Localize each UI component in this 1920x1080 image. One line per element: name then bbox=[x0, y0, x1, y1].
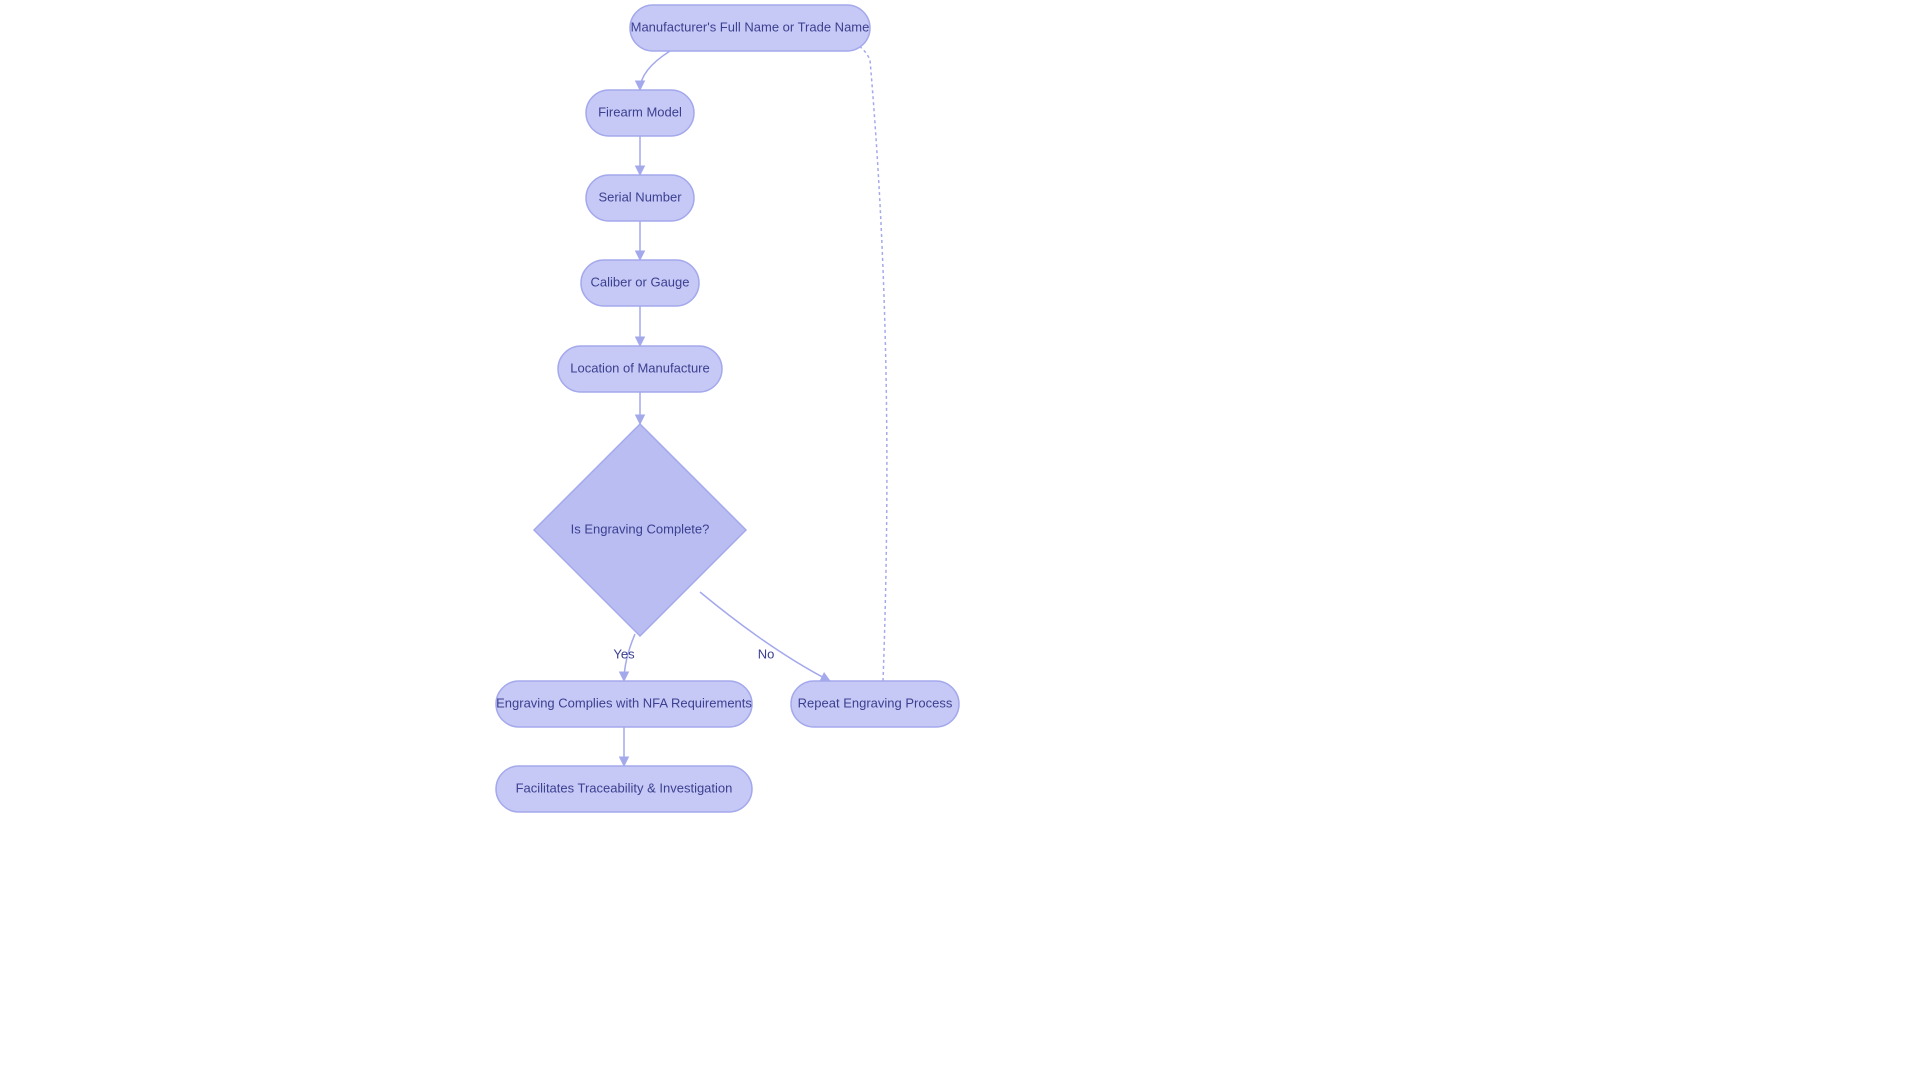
edge-label-no: No bbox=[758, 646, 775, 661]
edge-label-yes: Yes bbox=[613, 646, 635, 661]
edge-n7-n1 bbox=[850, 40, 887, 681]
node-label: Caliber or Gauge bbox=[591, 274, 690, 289]
node-repeat-engraving: Repeat Engraving Process bbox=[791, 681, 959, 727]
node-label: Location of Manufacture bbox=[570, 360, 709, 375]
node-serial-number: Serial Number bbox=[586, 175, 694, 221]
node-label: Serial Number bbox=[598, 189, 682, 204]
node-label: Facilitates Traceability & Investigation bbox=[516, 780, 733, 795]
node-traceability: Facilitates Traceability & Investigation bbox=[496, 766, 752, 812]
node-label: Firearm Model bbox=[598, 104, 682, 119]
node-caliber-gauge: Caliber or Gauge bbox=[581, 260, 699, 306]
node-label: Engraving Complies with NFA Requirements bbox=[496, 695, 752, 710]
node-firearm-model: Firearm Model bbox=[586, 90, 694, 136]
node-complies-nfa: Engraving Complies with NFA Requirements bbox=[496, 681, 752, 727]
node-location-manufacture: Location of Manufacture bbox=[558, 346, 722, 392]
edge-n1-n2 bbox=[640, 51, 670, 90]
edge-d1-n7 bbox=[700, 592, 830, 681]
node-label: Manufacturer's Full Name or Trade Name bbox=[631, 19, 870, 34]
node-label: Is Engraving Complete? bbox=[571, 521, 710, 536]
node-label: Repeat Engraving Process bbox=[798, 695, 953, 710]
node-manufacturer-name: Manufacturer's Full Name or Trade Name bbox=[630, 5, 870, 51]
